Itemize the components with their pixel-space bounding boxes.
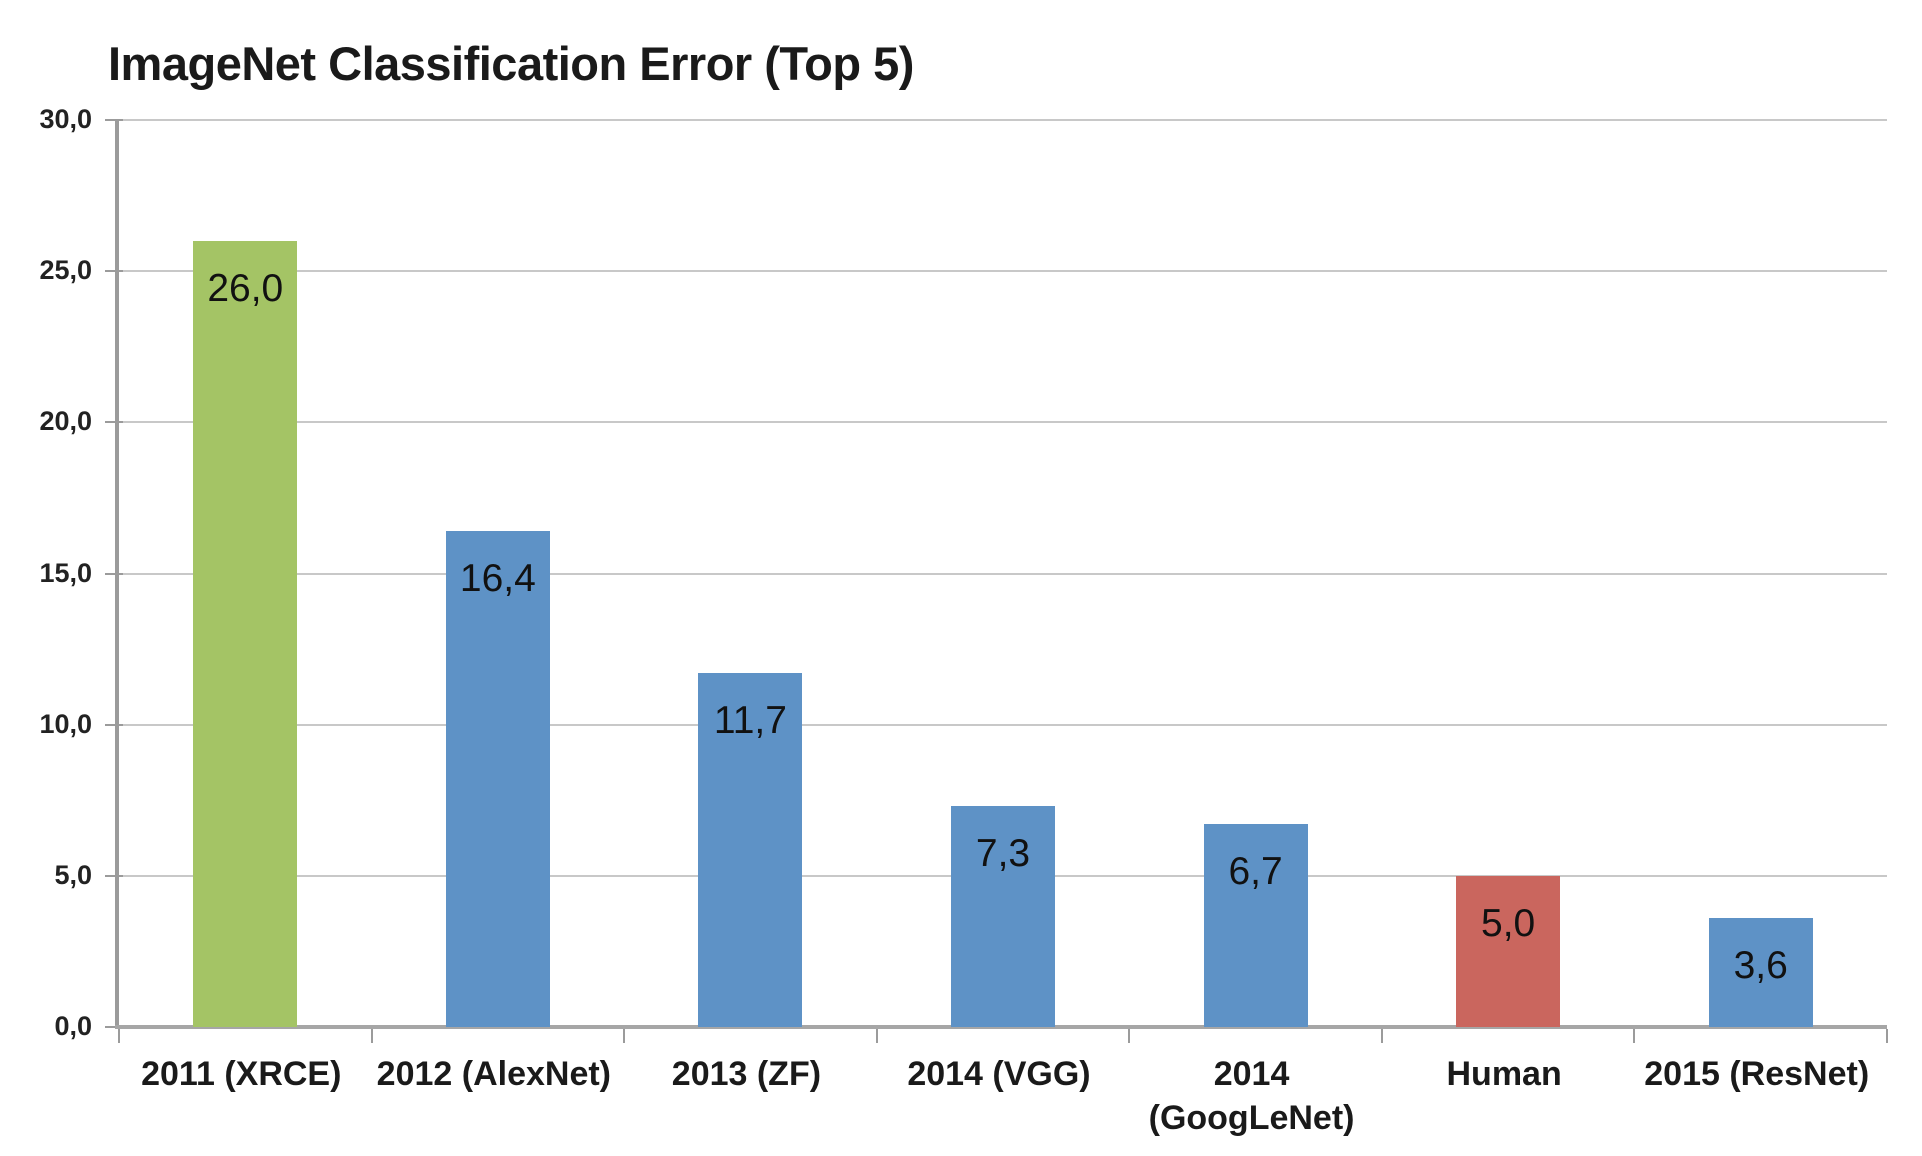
bar-2012 (AlexNet): 16,4	[445, 531, 550, 1027]
y-tick-label: 20,0	[39, 406, 92, 437]
x-category-label: 2011 (XRCE)	[115, 1052, 368, 1096]
x-category-label-line: 2014	[1213, 1055, 1290, 1093]
bar-value-label: 6,7	[1228, 850, 1283, 894]
bar-value-label: 7,3	[975, 832, 1031, 876]
x-category-label-line: Human	[1446, 1055, 1562, 1093]
bar-2014 (VGG): 7,3	[951, 806, 1055, 1027]
gridline-y-25	[119, 270, 1887, 273]
bar-2014 (GoogLeNet): 6,7	[1203, 824, 1308, 1027]
y-tick-label: 0,0	[54, 1011, 92, 1041]
x-category-label-line: 2013 (ZF)	[671, 1055, 822, 1093]
bar-value-label: 3,6	[1733, 944, 1788, 988]
bar-2015 (ResNet): 3,6	[1708, 918, 1813, 1027]
x-axis-tick	[1128, 1029, 1131, 1043]
x-axis-line	[115, 1025, 1887, 1029]
gridline-y-15	[119, 572, 1887, 575]
x-axis-tick	[1380, 1029, 1383, 1043]
x-category-label: 2015 (ResNet)	[1630, 1052, 1883, 1096]
bar-2013 (ZF): 11,7	[698, 673, 803, 1027]
y-axis-tick	[105, 723, 123, 726]
y-tick-label: 25,0	[39, 255, 92, 286]
chart-title: ImageNet Classification Error (Top 5)	[108, 37, 914, 90]
y-axis-tick	[105, 421, 123, 424]
plot-area: 26,0 16,4 11,7 7,3 6,7 5,0 3,6	[105, 119, 1888, 1043]
x-axis-tick	[370, 1029, 373, 1043]
bar-Human: 5,0	[1456, 875, 1561, 1027]
x-category-label: 2012 (AlexNet)	[368, 1052, 621, 1096]
y-tick-label: 30,0	[39, 104, 92, 134]
x-axis-tick	[1633, 1029, 1636, 1043]
x-category-label: 2013 (ZF)	[620, 1052, 873, 1096]
gridline-y-30	[119, 119, 1887, 121]
x-category-label-line: (GoogLeNet)	[1148, 1099, 1355, 1137]
x-category-label: 2014 (GoogLeNet)	[1125, 1052, 1378, 1140]
gridline-y-20	[119, 421, 1887, 424]
gridline-y-10	[119, 723, 1887, 726]
y-axis-tick	[105, 1026, 123, 1028]
x-axis-tick	[118, 1029, 120, 1043]
y-tick-label: 15,0	[39, 557, 92, 588]
x-axis-tick	[623, 1029, 626, 1043]
x-category-label: Human	[1378, 1052, 1631, 1096]
y-axis-tick	[105, 572, 123, 575]
x-category-label-line: 2012 (AlexNet)	[376, 1055, 612, 1093]
x-category-label-line: 2015 (ResNet)	[1644, 1055, 1870, 1093]
x-axis-tick	[875, 1029, 878, 1043]
y-tick-label: 10,0	[39, 708, 92, 739]
x-category-label: 2014 (VGG)	[873, 1052, 1126, 1096]
x-category-label-line: 2014 (VGG)	[907, 1055, 1091, 1093]
bar-value-label: 26,0	[207, 266, 284, 310]
x-axis-tick	[1886, 1029, 1888, 1043]
x-category-label-line: 2011 (XRCE)	[141, 1055, 342, 1093]
y-axis-tick	[105, 270, 123, 273]
y-axis-tick	[105, 874, 123, 877]
y-axis-tick	[105, 119, 123, 121]
bar-2011 (XRCE): 26,0	[193, 240, 298, 1027]
bar-value-label: 16,4	[459, 557, 536, 601]
bar-value-label: 5,0	[1481, 901, 1536, 945]
y-tick-label: 5,0	[54, 859, 92, 890]
bar-value-label: 11,7	[713, 699, 787, 743]
